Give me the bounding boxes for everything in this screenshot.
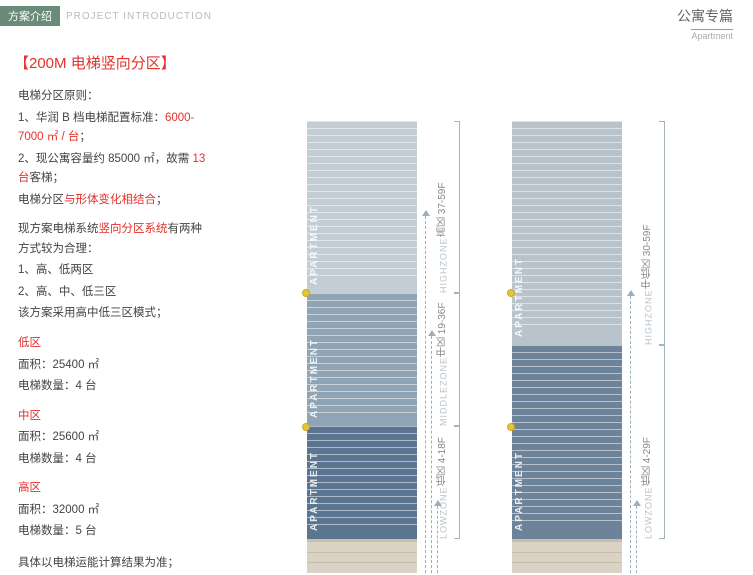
note: 具体以电梯运能计算结果为准；: [18, 554, 210, 574]
section-subtitle: PROJECT INTRODUCTION: [66, 11, 212, 22]
tower-2: APARTMENT APARTMENT: [512, 121, 622, 573]
text-panel: 电梯分区原则： 1、华润 B 档电梯配置标准：6000-7000 ㎡ / 台； …: [0, 73, 210, 575]
p8: 该方案采用高中低三区模式；: [18, 304, 210, 324]
p5: 现方案电梯系统竖向分区系统有两种方式较为合理：: [18, 220, 210, 259]
sun-icon: [302, 423, 310, 431]
high-elev: 电梯数量：5 台: [18, 522, 210, 542]
diagram-panel: APARTMENT APARTMENT APARTMENT HIGHZONE高区 3…: [210, 73, 753, 575]
section-tag: 方案介绍: [0, 6, 60, 26]
chapter-en: Apartment: [691, 29, 733, 41]
apartment-label: APARTMENT: [514, 353, 525, 531]
chapter-cn: 公寓专篇: [677, 6, 733, 26]
p1: 电梯分区原则：: [18, 87, 210, 107]
tower-group-1: APARTMENT APARTMENT APARTMENT HIGHZONE高区 3…: [307, 121, 452, 573]
zone-label: HIGHZONE高区 37-59F: [435, 121, 452, 293]
header-left: 方案介绍 PROJECT INTRODUCTION: [0, 6, 212, 26]
low-area: 面积：25400 ㎡: [18, 356, 210, 376]
elevator-arrow: [431, 331, 432, 573]
tower-1: APARTMENT APARTMENT APARTMENT: [307, 121, 417, 573]
mid-area: 面积：25600 ㎡: [18, 428, 210, 448]
header-right: 公寓专篇 Apartment: [677, 6, 733, 44]
elevator-arrow: [425, 211, 426, 573]
tower-segment: APARTMENT: [307, 121, 417, 293]
tower-segment: APARTMENT: [307, 293, 417, 426]
apartment-label: APARTMENT: [309, 129, 320, 285]
tower-group-2: APARTMENT APARTMENT HIGHZONE中低区 30-59FLOW…: [512, 121, 657, 573]
tower-base: [512, 539, 622, 573]
zone-label: MIDDLEZONE中区 19-36F: [435, 293, 452, 426]
p7: 2、高、中、低三区: [18, 283, 210, 303]
elevator-arrow: [630, 291, 631, 573]
zone-labels-2: HIGHZONE中低区 30-59FLOWZONE低区 4-29F: [640, 121, 657, 573]
content: 电梯分区原则： 1、华润 B 档电梯配置标准：6000-7000 ㎡ / 台； …: [0, 73, 753, 575]
tower-segment: APARTMENT: [512, 121, 622, 345]
p6: 1、高、低两区: [18, 261, 210, 281]
low-elev: 电梯数量：4 台: [18, 377, 210, 397]
zone-label: LOWZONE低区 4-29F: [640, 345, 657, 539]
header: 方案介绍 PROJECT INTRODUCTION 公寓专篇 Apartment: [0, 0, 753, 44]
mid-head: 中区: [18, 407, 210, 427]
low-head: 低区: [18, 334, 210, 354]
apartment-label: APARTMENT: [514, 129, 525, 337]
sun-icon: [507, 289, 515, 297]
high-area: 面积：32000 ㎡: [18, 501, 210, 521]
tower-segment: APARTMENT: [512, 345, 622, 539]
tower-base: [307, 539, 417, 573]
apartment-label: APARTMENT: [309, 434, 320, 531]
tower-segment: APARTMENT: [307, 426, 417, 539]
high-head: 高区: [18, 479, 210, 499]
p4: 电梯分区与形体变化相结合；: [18, 191, 210, 211]
p2: 1、华润 B 档电梯配置标准：6000-7000 ㎡ / 台；: [18, 109, 210, 148]
elevator-arrow: [636, 501, 637, 573]
mid-elev: 电梯数量：4 台: [18, 450, 210, 470]
page-title: 【200M 电梯竖向分区】: [14, 52, 753, 73]
sun-icon: [507, 423, 515, 431]
elevator-arrow: [437, 501, 438, 573]
sun-icon: [302, 289, 310, 297]
towers: APARTMENT APARTMENT APARTMENT HIGHZONE高区 3…: [210, 103, 753, 573]
p3: 2、现公寓容量约 85000 ㎡，故需 13 台客梯；: [18, 150, 210, 189]
zone-label: HIGHZONE中低区 30-59F: [640, 121, 657, 345]
apartment-label: APARTMENT: [309, 301, 320, 418]
